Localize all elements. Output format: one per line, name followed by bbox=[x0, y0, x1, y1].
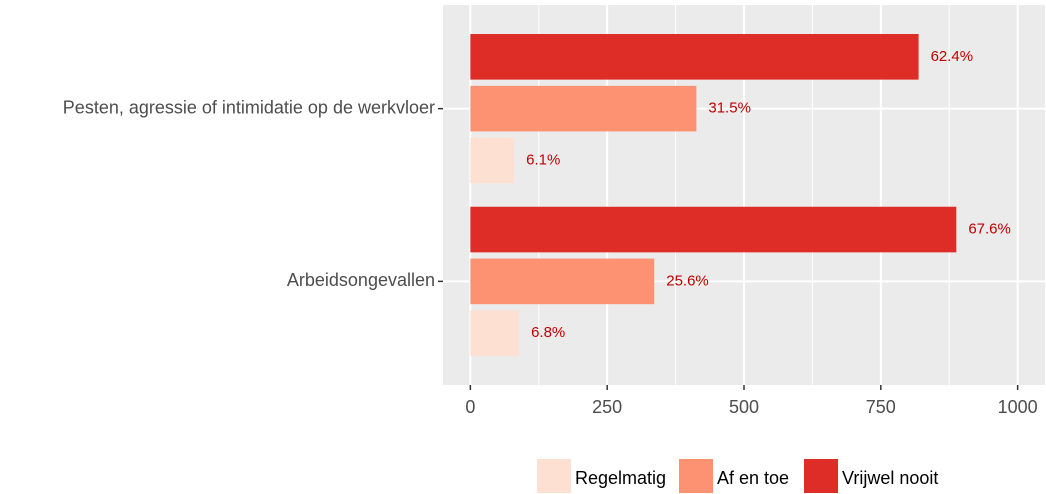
legend-label: Regelmatig bbox=[575, 468, 666, 488]
bar bbox=[470, 310, 520, 356]
y-tick-label: Pesten, agressie of intimidatie op de we… bbox=[63, 97, 435, 117]
bar bbox=[470, 85, 697, 132]
value-label: 67.6% bbox=[968, 221, 1011, 238]
legend-label: Af en toe bbox=[717, 468, 789, 488]
value-label: 25.6% bbox=[666, 272, 709, 289]
value-label: 31.5% bbox=[708, 100, 751, 117]
x-tick-label: 250 bbox=[592, 397, 622, 417]
x-tick-label: 500 bbox=[729, 397, 759, 417]
bar bbox=[470, 258, 655, 305]
value-label: 6.8% bbox=[531, 324, 565, 341]
legend-swatch bbox=[804, 459, 838, 493]
legend-label: Vrijwel nooit bbox=[842, 468, 938, 488]
bar bbox=[470, 206, 957, 253]
y-tick-label: Arbeidsongevallen bbox=[287, 270, 435, 290]
legend-swatch bbox=[679, 459, 713, 493]
bar bbox=[470, 137, 515, 184]
bar bbox=[470, 34, 919, 80]
legend-swatch bbox=[537, 459, 571, 493]
x-tick-label: 1000 bbox=[998, 397, 1038, 417]
value-label: 6.1% bbox=[526, 151, 560, 168]
value-label: 62.4% bbox=[931, 48, 974, 65]
x-tick-label: 750 bbox=[866, 397, 896, 417]
x-tick-label: 0 bbox=[465, 397, 475, 417]
